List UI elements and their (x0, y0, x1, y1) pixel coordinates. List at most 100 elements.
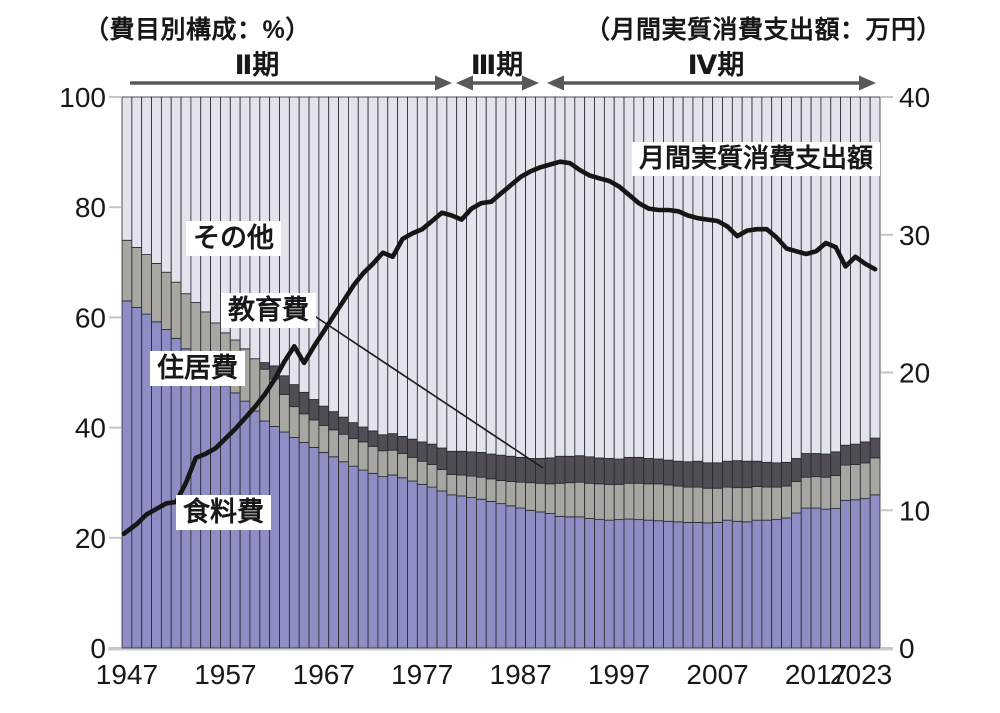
bar-education (318, 405, 330, 426)
bar-housing (712, 487, 723, 523)
bar-housing (692, 486, 704, 523)
bar-others (200, 96, 211, 313)
bar-housing (357, 441, 369, 471)
bar-food (791, 512, 802, 649)
arrowhead-left (547, 75, 564, 91)
bar-housing (731, 487, 743, 522)
bar-food (121, 300, 133, 649)
x-axis-year-label: 2023 (830, 659, 892, 690)
bar-housing (160, 271, 172, 330)
bar-food (613, 519, 625, 649)
bar-others (407, 96, 418, 440)
bar-education (643, 458, 654, 485)
x-axis-year-label: 2007 (686, 659, 748, 690)
bar-housing (318, 424, 330, 453)
bar-education (554, 455, 566, 484)
bar-food (830, 508, 842, 649)
bar-education (466, 451, 477, 477)
right-axis-tick-label: 20 (899, 358, 930, 389)
bar-education (741, 460, 753, 489)
bar-housing (564, 482, 576, 518)
bar-food (574, 516, 586, 649)
bar-food (308, 447, 320, 649)
bar-others (505, 96, 517, 457)
arrowhead-right (522, 75, 539, 91)
bar-housing (554, 482, 566, 517)
bar-housing (574, 481, 586, 518)
bar-food (328, 456, 339, 649)
bar-others (574, 96, 586, 457)
bar-food (584, 518, 595, 649)
x-axis-year-label: 1967 (293, 659, 355, 690)
bar-others (348, 96, 359, 424)
bar-housing (338, 433, 349, 463)
bar-food (407, 480, 418, 649)
bar-education (771, 462, 782, 488)
bar-food (288, 437, 300, 649)
bar-food (279, 431, 290, 649)
bar-education (722, 460, 733, 488)
bar-housing (633, 482, 645, 521)
bar-food (554, 515, 566, 649)
bar-food (633, 519, 645, 649)
bar-food (466, 497, 477, 649)
left-axis-tick-label: 100 (59, 82, 106, 113)
bar-housing (436, 469, 448, 492)
period-label: Ⅱ期 (235, 50, 280, 80)
bar-food (840, 499, 851, 649)
bar-others (180, 96, 192, 295)
legend-label-food: 食料費 (176, 495, 271, 531)
bar-others (141, 96, 152, 255)
bar-housing (544, 483, 556, 514)
bar-housing (859, 462, 871, 500)
bar-food (485, 501, 497, 649)
bar-others (466, 96, 477, 453)
bar-housing (525, 482, 536, 511)
right-axis-tick-label: 10 (899, 495, 930, 526)
bar-housing (850, 464, 861, 501)
bar-food (416, 483, 428, 649)
bar-food (751, 519, 763, 649)
x-axis-year-label: 2017 (785, 659, 847, 690)
bar-food (426, 486, 438, 649)
bar-housing (397, 453, 408, 479)
bar-education (840, 444, 851, 466)
bar-housing (751, 486, 763, 521)
bar-education (731, 460, 743, 489)
bar-others (446, 96, 458, 452)
bar-food (505, 505, 517, 649)
bar-food (663, 520, 674, 649)
bar-housing (643, 483, 654, 521)
bar-food (377, 476, 389, 649)
arrowhead-right (859, 75, 876, 91)
bar-education (298, 391, 310, 415)
bar-food (869, 494, 881, 649)
bar-food (357, 469, 369, 649)
bar-education (791, 458, 802, 482)
bar-education (308, 399, 320, 421)
bar-education (377, 434, 389, 452)
bar-food (269, 426, 280, 649)
bar-others (594, 96, 605, 459)
bar-food (495, 503, 507, 649)
bar-food (338, 461, 349, 649)
bar-education (830, 451, 842, 476)
bar-education (348, 422, 359, 440)
bar-others (190, 96, 202, 303)
bar-education (702, 462, 714, 489)
bar-education (367, 430, 379, 447)
bar-education (328, 411, 339, 431)
bar-education (859, 441, 871, 464)
bar-education (357, 426, 369, 443)
bar-housing (653, 483, 664, 522)
x-axis-year-label: 1947 (96, 659, 158, 690)
bar-others (170, 96, 182, 283)
bar-food (594, 519, 605, 649)
bar-education (850, 443, 861, 465)
bar-housing (180, 293, 192, 350)
bar-food (653, 520, 664, 649)
bar-food (731, 520, 743, 649)
bar-education (810, 453, 822, 478)
bar-housing (485, 478, 497, 502)
bar-food (525, 509, 536, 649)
